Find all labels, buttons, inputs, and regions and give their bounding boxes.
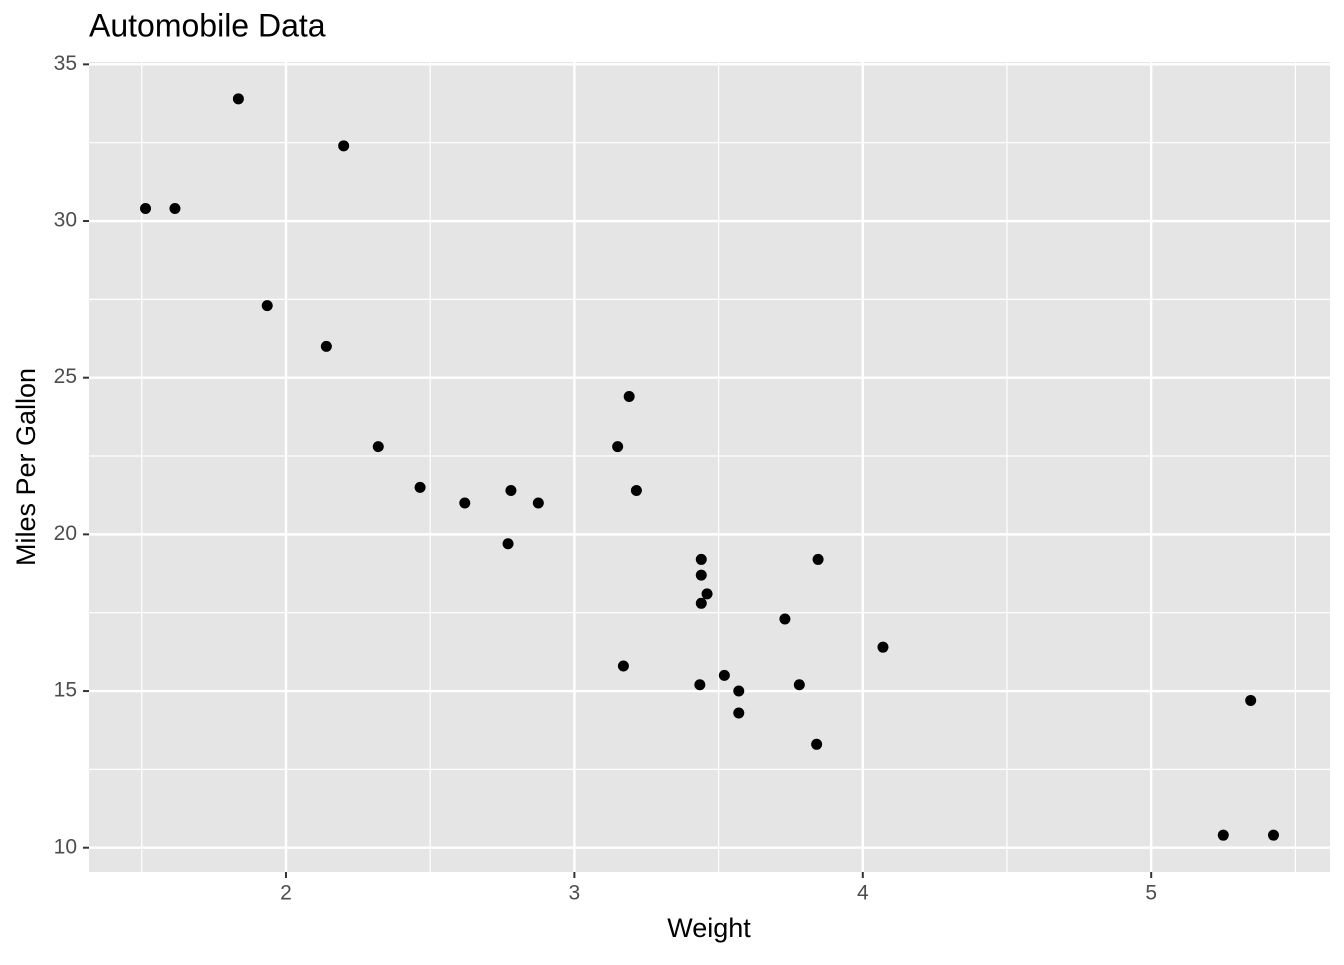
point xyxy=(793,679,805,691)
point xyxy=(459,497,471,509)
x-tick-label: 3 xyxy=(569,882,581,905)
point xyxy=(261,300,273,312)
point xyxy=(532,497,544,509)
point xyxy=(1267,829,1279,841)
panel xyxy=(89,62,1330,872)
point xyxy=(320,340,332,352)
x-tick-label: 5 xyxy=(1145,882,1157,905)
point xyxy=(1217,829,1229,841)
y-tick-label: 25 xyxy=(54,365,77,388)
y-tick-label: 30 xyxy=(54,209,77,232)
point xyxy=(695,569,707,581)
point xyxy=(701,588,713,600)
point xyxy=(812,553,824,565)
point xyxy=(695,553,707,565)
point xyxy=(733,707,745,719)
point xyxy=(779,613,791,625)
point xyxy=(232,93,244,105)
point xyxy=(718,669,730,681)
point xyxy=(502,538,514,550)
point xyxy=(695,597,707,609)
point xyxy=(811,738,823,750)
y-tick-label: 15 xyxy=(54,679,77,702)
point xyxy=(617,660,629,672)
y-axis-label: Miles Per Gallon xyxy=(11,368,41,566)
point xyxy=(338,140,350,152)
y-tick-label: 20 xyxy=(54,522,77,545)
point xyxy=(1245,694,1257,706)
point xyxy=(372,441,384,453)
point xyxy=(877,641,889,653)
point xyxy=(630,485,642,497)
point xyxy=(733,685,745,697)
point xyxy=(612,441,624,453)
y-tick-label: 10 xyxy=(54,835,77,858)
chart-title: Automobile Data xyxy=(89,7,326,43)
x-tick-label: 4 xyxy=(857,882,869,905)
x-axis-label: Weight xyxy=(667,913,751,943)
point xyxy=(414,481,426,493)
point xyxy=(694,679,706,691)
point xyxy=(169,202,181,214)
y-tick-label: 35 xyxy=(54,52,77,75)
point xyxy=(505,485,517,497)
point xyxy=(623,390,635,402)
point xyxy=(140,202,152,214)
x-tick-label: 2 xyxy=(280,882,292,905)
